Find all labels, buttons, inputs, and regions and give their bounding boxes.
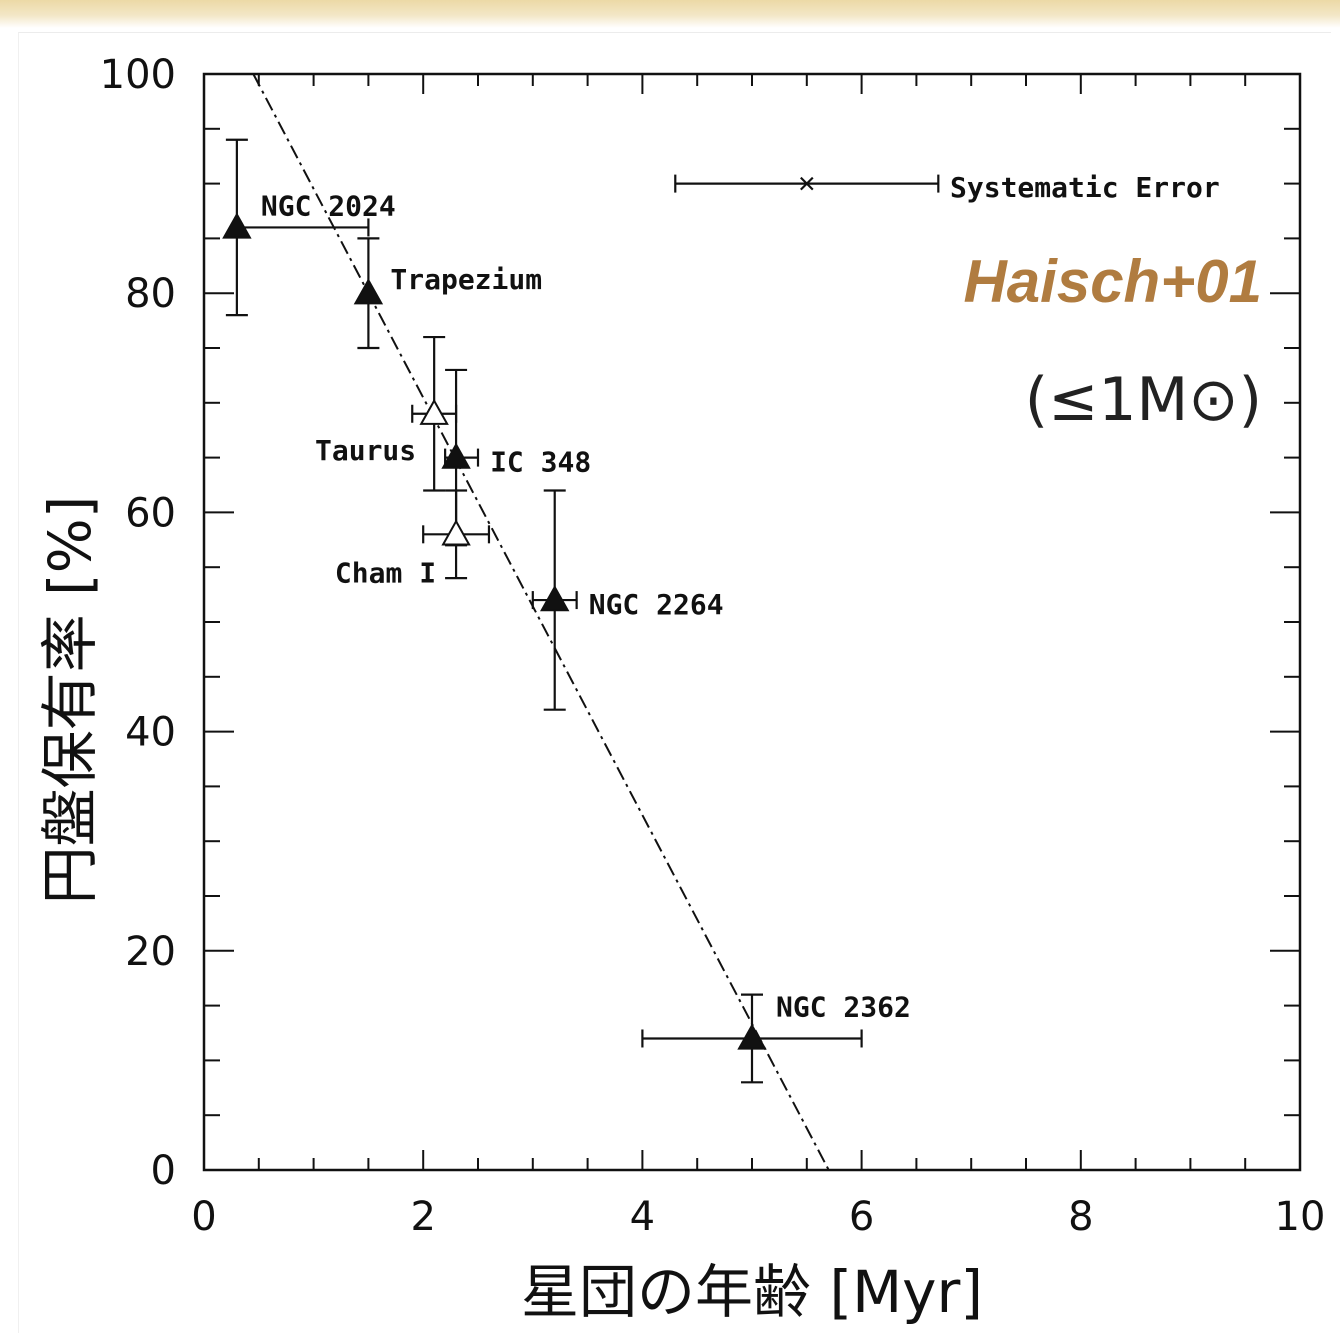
point-label: IC 348 bbox=[490, 446, 591, 479]
point-label: NGC 2024 bbox=[261, 189, 396, 222]
data-points: NGC 2024 Trapezium IC 348 NGC 2264 NGC 2362 T… bbox=[222, 138, 911, 1084]
systematic-error-cross bbox=[800, 176, 814, 191]
data-point: NGC 2264 bbox=[531, 489, 724, 711]
filled-triangle-marker bbox=[441, 442, 471, 469]
data-point: Trapezium bbox=[353, 237, 542, 350]
y-tick-label: 0 bbox=[151, 1148, 176, 1194]
x-tick-label: 10 bbox=[1275, 1194, 1326, 1240]
y-tick-label: 20 bbox=[125, 929, 176, 975]
point-label: Trapezium bbox=[390, 263, 542, 296]
data-point: Taurus bbox=[315, 335, 458, 492]
point-label: NGC 2362 bbox=[776, 990, 911, 1023]
data-point: IC 348 bbox=[441, 368, 591, 547]
top-decorative-band bbox=[0, 0, 1340, 28]
data-point: Cham I bbox=[335, 489, 491, 589]
point-label: NGC 2264 bbox=[589, 588, 724, 621]
y-tick-label: 40 bbox=[125, 710, 176, 756]
reference-label: Haisch+01 bbox=[963, 248, 1262, 315]
axis-ticks bbox=[203, 73, 1301, 1171]
x-axis-title: 星団の年齢 [Myr] bbox=[521, 1258, 983, 1326]
x-tick-label: 2 bbox=[410, 1194, 435, 1240]
filled-triangle-marker bbox=[737, 1023, 767, 1050]
y-tick-label: 60 bbox=[125, 490, 176, 536]
systematic-error-bar bbox=[674, 174, 940, 193]
data-point: NGC 2024 bbox=[222, 138, 396, 317]
y-axis-title: 円盤保有率 [%] bbox=[36, 496, 104, 905]
filled-triangle-marker bbox=[222, 212, 252, 239]
fit-line-group bbox=[252, 73, 830, 1171]
open-triangle-marker bbox=[441, 519, 471, 546]
x-tick-label: 4 bbox=[630, 1194, 655, 1240]
point-label: Cham I bbox=[335, 556, 436, 589]
x-tick-label: 8 bbox=[1068, 1194, 1093, 1240]
mass-limit-label: (≤1M⊙) bbox=[1025, 365, 1262, 435]
data-point: NGC 2362 bbox=[641, 990, 911, 1084]
filled-triangle-marker bbox=[353, 278, 384, 305]
y-tick-label: 100 bbox=[100, 52, 176, 98]
point-label: Taurus bbox=[315, 434, 416, 467]
fit-line bbox=[252, 73, 830, 1171]
x-tick-label: 6 bbox=[849, 1194, 874, 1240]
systematic-error-label: Systematic Error bbox=[950, 171, 1220, 204]
filled-triangle-marker bbox=[540, 585, 570, 612]
y-tick-label: 80 bbox=[125, 271, 176, 317]
open-triangle-marker bbox=[419, 398, 449, 425]
x-tick-label: 0 bbox=[191, 1194, 216, 1240]
